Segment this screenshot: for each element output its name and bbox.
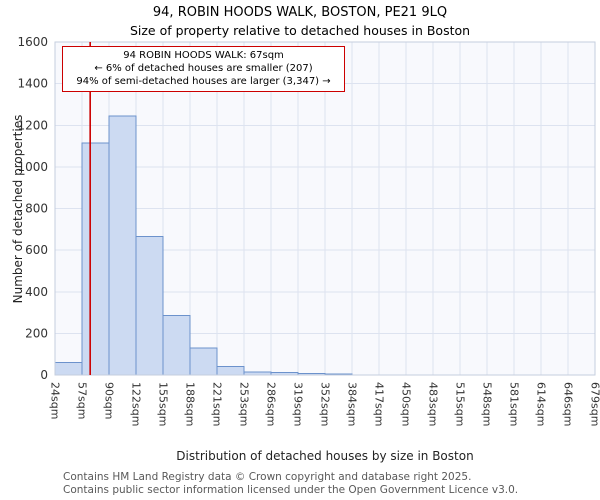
histogram-bar	[189, 347, 218, 376]
y-tick-label: 600	[25, 243, 48, 257]
x-tick-label: 417sqm	[373, 382, 386, 426]
x-tick-label: 90sqm	[103, 382, 116, 419]
footer-line-2: Contains public sector information licen…	[63, 483, 519, 496]
x-tick-label: 483sqm	[427, 382, 440, 426]
x-tick-label: 384sqm	[346, 382, 359, 426]
y-tick-label: 1400	[17, 77, 48, 91]
x-tick-label: 679sqm	[589, 382, 600, 426]
x-tick-label: 319sqm	[292, 382, 305, 426]
property-annotation-box: 94 ROBIN HOODS WALK: 67sqm ← 6% of detac…	[62, 46, 345, 92]
x-tick-label: 221sqm	[211, 382, 224, 426]
histogram-bar	[135, 236, 164, 376]
y-tick-label: 400	[25, 285, 48, 299]
chart-subtitle: Size of property relative to detached ho…	[129, 23, 471, 38]
y-tick-label: 0	[40, 368, 48, 382]
attribution-footer: Contains HM Land Registry data © Crown c…	[63, 471, 518, 497]
annotation-line-1: 94 ROBIN HOODS WALK: 67sqm	[123, 50, 284, 61]
x-tick-label: 57sqm	[76, 382, 89, 419]
y-tick-label: 1600	[17, 35, 48, 49]
x-axis-label: Distribution of detached houses by size …	[176, 449, 474, 463]
x-tick-label: 646sqm	[562, 382, 575, 426]
x-tick-label: 515sqm	[454, 382, 467, 426]
histogram-bar	[162, 315, 191, 376]
y-axis-label: Number of detached properties	[11, 114, 25, 304]
y-tick-label: 200	[25, 326, 48, 340]
plot-border	[54, 41, 596, 376]
x-tick-label: 450sqm	[400, 382, 413, 426]
y-tick-label: 1200	[17, 118, 48, 132]
x-tick-label: 548sqm	[481, 382, 494, 426]
x-tick-label: 352sqm	[319, 382, 332, 426]
y-tick-label: 800	[25, 202, 48, 216]
annotation-line-3: 94% of semi-detached houses are larger (…	[76, 76, 331, 88]
footer-line-1: Contains HM Land Registry data © Crown c…	[63, 471, 472, 483]
chart-title: 94, ROBIN HOODS WALK, BOSTON, PE21 9LQ	[152, 5, 448, 20]
x-tick-label: 122sqm	[130, 382, 143, 426]
y-tick-label: 1000	[17, 160, 48, 174]
annotation-line-2: ← 6% of detached houses are smaller (207…	[94, 63, 313, 75]
x-tick-label: 614sqm	[535, 382, 548, 426]
x-tick-label: 24sqm	[49, 382, 62, 419]
x-tick-label: 581sqm	[508, 382, 521, 426]
histogram-bar	[216, 366, 245, 376]
histogram-bar	[81, 142, 110, 376]
histogram-bar	[54, 362, 83, 376]
x-tick-label: 155sqm	[157, 382, 170, 426]
x-tick-label: 286sqm	[265, 382, 278, 426]
x-tick-label: 253sqm	[238, 382, 251, 426]
histogram-bar	[108, 115, 137, 376]
x-tick-label: 188sqm	[184, 382, 197, 426]
